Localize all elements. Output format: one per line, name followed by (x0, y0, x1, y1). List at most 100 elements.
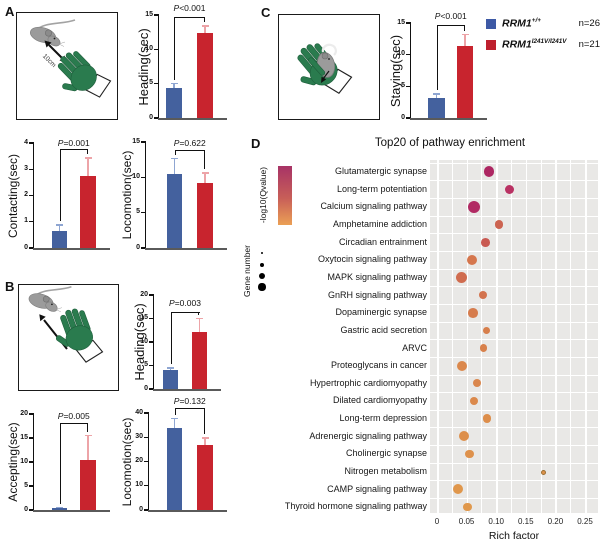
error-bar-line (204, 437, 206, 445)
error-bar-line (173, 157, 176, 174)
y-axis-tick (144, 460, 148, 463)
gridline-horizontal (430, 339, 598, 341)
y-axis-tick (406, 54, 410, 56)
x-baseline (158, 118, 227, 121)
y-tick-label: 20 (140, 290, 148, 298)
panel-d-label: D (251, 136, 261, 151)
gridline-vertical (525, 160, 528, 513)
error-bar-cap (171, 157, 178, 159)
x-tick-label: 0.25 (577, 517, 593, 526)
x-baseline (33, 510, 110, 513)
significance-bracket (436, 25, 465, 27)
gridline-vertical (481, 160, 483, 513)
y-tick-label: 0 (401, 113, 405, 121)
panel-b-illustration (18, 284, 119, 391)
bar-wildtype (163, 370, 178, 389)
pathway-dot (472, 379, 481, 388)
y-tick-label: 30 (135, 432, 143, 440)
y-axis-line (145, 141, 147, 248)
p-value-label: P=0.003 (169, 298, 201, 308)
significance-bracket (59, 423, 61, 504)
y-axis-tick (406, 117, 410, 119)
x-baseline (153, 389, 221, 392)
y-axis-tick (141, 141, 145, 143)
pathway-label: Dopaminergic synapse (335, 307, 427, 318)
pathway-label: MAPK signaling pathway (327, 271, 427, 282)
rich-factor-axis-label: Rich factor (488, 530, 540, 542)
mouse-icon (29, 19, 76, 47)
error-bar-cap (196, 317, 203, 319)
pathway-label: Adrenergic signaling pathway (309, 430, 427, 441)
pathway-label: Long-term depression (339, 413, 427, 424)
error-bar-cap (170, 82, 178, 85)
bar-wildtype (166, 87, 182, 118)
gridline-vertical (451, 160, 453, 513)
gridline-vertical (555, 160, 557, 513)
pathway-dot (478, 290, 488, 300)
bar-wildtype (52, 230, 67, 248)
y-tick-label: 10 (145, 44, 153, 52)
mutant-n-count: n=21 (578, 39, 600, 50)
error-bar-cap (433, 93, 440, 95)
error-bar-line (58, 224, 61, 231)
pathway-dot (466, 254, 477, 265)
significance-bracket (59, 423, 88, 425)
y-axis-tick (29, 485, 33, 487)
error-bar-line (435, 93, 438, 98)
pathway-dot (465, 449, 474, 459)
bar-mutant (197, 182, 213, 248)
gridline-horizontal (430, 427, 598, 429)
y-axis-tick (149, 364, 153, 367)
y-tick-label: 0 (24, 505, 28, 513)
gridline-horizontal (430, 356, 598, 358)
wildtype-gene-label: RRM1+/+ (502, 17, 541, 30)
x-baseline (33, 248, 110, 251)
error-bar-line (87, 435, 89, 460)
gridline-vertical (437, 160, 439, 513)
panel-b-label: B (5, 279, 15, 294)
gridline-horizontal (430, 215, 598, 217)
pathway-dot-plot-panel (430, 160, 598, 513)
y-axis-tick (144, 436, 148, 438)
wildtype-n-count: n=26 (578, 18, 600, 29)
y-axis-tick (141, 212, 145, 214)
y-tick-label: 20 (20, 409, 28, 417)
panel-c-label: C (261, 5, 271, 20)
error-bar-cap (201, 25, 209, 27)
p-value-label: P=0.005 (57, 411, 90, 421)
error-bar-line (198, 317, 201, 332)
gridline-horizontal (430, 198, 598, 199)
y-axis-title: Locomotion(sec) (120, 150, 134, 240)
pathway-label: Calcium signaling pathway (320, 201, 427, 212)
y-axis-tick (29, 221, 33, 223)
y-axis-tick (29, 168, 33, 170)
y-axis-tick (406, 85, 410, 87)
y-tick-label: 5 (149, 79, 153, 87)
x-baseline (145, 248, 227, 251)
y-tick-label: 15 (145, 10, 153, 18)
y-tick-label: 10 (132, 172, 140, 180)
pathway-dot (470, 396, 479, 405)
gene-number-size-dot (258, 283, 266, 291)
pathway-dot (540, 470, 546, 476)
y-tick-label: 15 (132, 137, 140, 145)
y-axis-line (148, 412, 150, 510)
error-bar-cap (201, 172, 209, 174)
significance-bracket (59, 149, 61, 222)
bar-wildtype (167, 173, 182, 248)
error-bar-line (173, 417, 176, 428)
y-tick-label: 20 (135, 457, 143, 464)
x-baseline (410, 118, 487, 121)
significance-bracket (203, 17, 205, 23)
y-axis-tick (154, 117, 158, 119)
significance-bracket (86, 423, 88, 433)
y-axis-tick (149, 341, 153, 343)
y-tick-label: 0 (24, 243, 28, 251)
pathway-dot (481, 237, 490, 247)
y-tick-label: 4 (24, 138, 28, 146)
y-tick-label: 15 (397, 18, 405, 26)
y-axis-tick (406, 22, 410, 24)
chart-staying-c: Staying(sec) 0 5 10 15 P<0.001 (388, 0, 490, 130)
glove-finger-over-mouse (308, 57, 326, 76)
